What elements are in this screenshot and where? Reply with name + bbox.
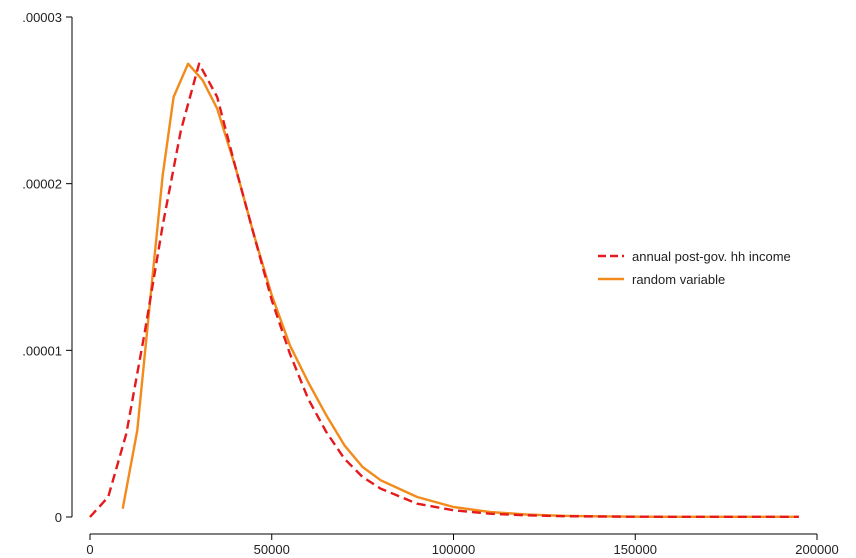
x-tick-label: 0	[86, 542, 93, 557]
x-tick-label: 50000	[254, 542, 290, 557]
y-tick-label: .00001	[22, 343, 62, 358]
y-tick-label: .00002	[22, 177, 62, 192]
x-tick-label: 200000	[795, 542, 838, 557]
legend-label: annual post-gov. hh income	[632, 249, 791, 264]
series-line-income	[89, 62, 799, 518]
x-tick-label: 150000	[614, 542, 657, 557]
x-axis: 0 50000 100000 150000 200000	[86, 533, 839, 557]
legend: annual post-gov. hh income random variabl…	[598, 249, 791, 287]
y-axis: 0 .00001 .00002 .00003	[22, 10, 73, 525]
y-tick-label: .00003	[22, 10, 62, 25]
legend-label: random variable	[632, 272, 725, 287]
series-layer	[89, 62, 799, 518]
x-tick-label: 100000	[432, 542, 475, 557]
y-tick-label: 0	[55, 510, 62, 525]
series-line-random-variable	[121, 62, 799, 518]
